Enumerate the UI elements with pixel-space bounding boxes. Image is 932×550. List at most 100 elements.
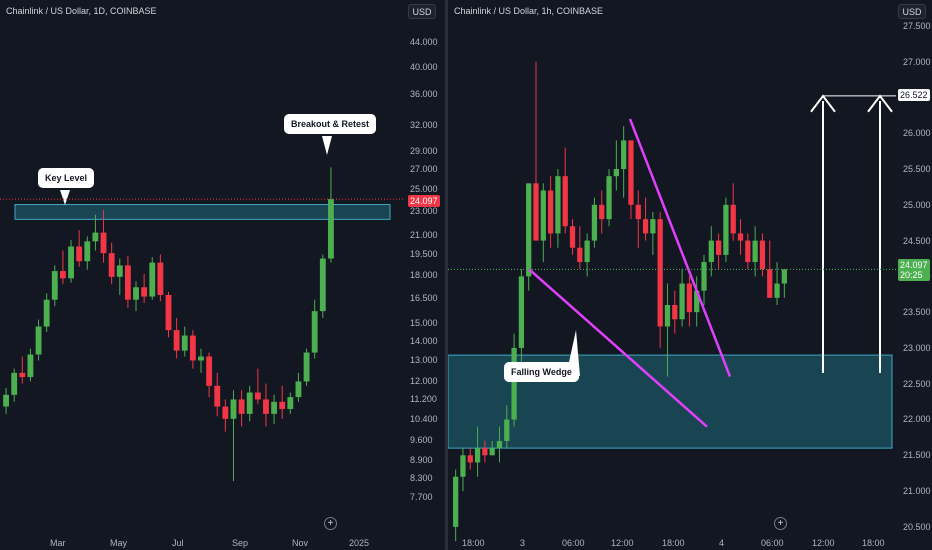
price-tick-label: 15.000	[410, 318, 438, 329]
candle	[68, 240, 74, 283]
chart-pane-hourly[interactable]: Chainlink / US Dollar, 1h, COINBASE USD …	[448, 0, 932, 550]
candle-body	[759, 240, 766, 270]
candle-body	[279, 401, 286, 409]
candle	[287, 392, 294, 414]
candle-body	[84, 241, 91, 262]
candle-body	[715, 240, 722, 255]
candle	[230, 390, 237, 481]
candle	[642, 197, 649, 241]
annotation-breakout[interactable]: Breakout & Retest	[284, 114, 377, 134]
candle-body	[467, 455, 473, 463]
candle	[100, 210, 107, 263]
candle-body	[672, 304, 678, 320]
candle	[279, 385, 286, 419]
price-tick-label: 20.500	[903, 521, 931, 532]
candle	[664, 283, 671, 377]
candle-body	[752, 240, 758, 263]
time-tick-label: Mar	[50, 538, 66, 548]
price-tick-label: 27.000	[410, 164, 438, 175]
candle	[657, 211, 663, 348]
price-tick-label: 11.200	[410, 394, 437, 405]
candle-body	[11, 372, 18, 395]
price-tick-label: 10.400	[410, 413, 438, 424]
candle	[246, 385, 253, 422]
candle	[708, 226, 714, 277]
candle	[453, 469, 459, 542]
daily-chart-canvas[interactable]	[0, 0, 445, 550]
price-tick-label: 25.500	[903, 164, 931, 175]
symbol-title: Chainlink / US Dollar, 1h, COINBASE	[454, 6, 604, 16]
last-price-value: 24.097	[410, 196, 438, 206]
candle	[116, 258, 123, 295]
candle-body	[781, 269, 787, 284]
candle	[59, 250, 66, 285]
chart-pane-daily[interactable]: Chainlink / US Dollar, 1D, COINBASE USD …	[0, 0, 445, 550]
candle-body	[577, 247, 583, 263]
annotation-falling-wedge[interactable]: Falling Wedge	[504, 362, 579, 382]
candle	[165, 291, 172, 338]
candle-body	[657, 219, 663, 327]
candle	[752, 226, 758, 277]
time-tick-label: 18:00	[662, 538, 685, 548]
candle-body	[189, 335, 196, 361]
candle	[76, 230, 83, 267]
candle	[715, 233, 722, 270]
time-tick-label: 06:00	[562, 538, 585, 548]
price-tick-label: 9.600	[410, 434, 433, 445]
candle	[319, 254, 326, 318]
candle-body	[230, 399, 237, 419]
candle-body	[165, 294, 172, 331]
annotation-key-level[interactable]: Key Level	[38, 168, 95, 188]
candle-body	[708, 240, 714, 263]
price-tick-label: 14.000	[410, 336, 438, 347]
candle	[173, 317, 180, 359]
add-plus-icon[interactable]: +	[324, 517, 337, 530]
candle	[108, 242, 115, 285]
candle	[467, 448, 473, 470]
candle	[263, 383, 269, 427]
candle-body	[453, 476, 459, 527]
candle	[774, 262, 780, 305]
candle-body	[254, 392, 261, 400]
price-tick-label: 16.500	[410, 293, 438, 304]
candle-body	[650, 219, 656, 234]
candle-body	[526, 183, 532, 277]
candle-body	[133, 287, 139, 300]
candle-body	[157, 262, 164, 295]
price-tick-label: 13.000	[410, 355, 438, 366]
candle	[686, 276, 693, 327]
candle	[577, 226, 583, 270]
candle-body	[518, 276, 525, 348]
countdown-value: 20:25	[900, 270, 923, 280]
candle-body	[533, 183, 539, 241]
candle	[694, 276, 700, 327]
currency-button[interactable]: USD	[408, 4, 436, 19]
candle	[672, 290, 678, 334]
hourly-chart-canvas[interactable]	[448, 0, 932, 550]
price-tick-label: 24.500	[903, 235, 931, 246]
candle-body	[621, 140, 627, 170]
candle-body	[599, 204, 605, 220]
candle-body	[222, 406, 229, 419]
time-tick-label: 3	[520, 538, 526, 548]
time-tick-label: Sep	[232, 538, 249, 548]
time-tick-label: 4	[719, 538, 725, 548]
price-tick-label: 7.700	[410, 492, 433, 503]
candle	[650, 211, 656, 255]
candle-body	[679, 283, 685, 320]
candle-body	[730, 204, 736, 234]
candle	[11, 368, 18, 402]
candle-body	[198, 356, 204, 361]
pane-divider[interactable]	[445, 0, 448, 550]
wedge-upper-line	[628, 118, 732, 378]
currency-button[interactable]: USD	[898, 4, 926, 19]
candle	[328, 167, 334, 263]
candle	[35, 319, 42, 361]
candle-body	[686, 283, 693, 313]
add-plus-icon[interactable]: +	[774, 517, 787, 530]
time-tick-label: 12:00	[611, 538, 634, 548]
candle	[482, 440, 488, 463]
candle-body	[68, 246, 74, 279]
time-tick-label: 18:00	[862, 538, 885, 548]
price-tick-label: 27.000	[903, 56, 931, 67]
